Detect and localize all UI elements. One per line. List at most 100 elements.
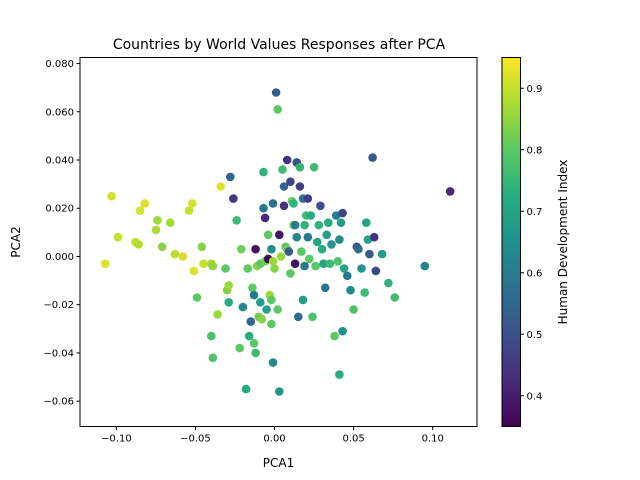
data-point: [246, 317, 256, 326]
data-point: [267, 244, 276, 254]
data-point: [333, 257, 343, 266]
data-point: [235, 343, 244, 353]
data-point: [357, 264, 366, 273]
colorbar-tick-label: 0.4: [527, 391, 543, 402]
data-point: [255, 298, 265, 307]
data-point: [324, 218, 333, 227]
data-point: [135, 206, 145, 215]
data-point: [263, 230, 273, 240]
data-point: [199, 259, 208, 269]
data-point: [295, 182, 305, 191]
data-point: [290, 259, 300, 269]
data-point: [189, 266, 199, 276]
data-point: [251, 348, 260, 358]
data-point: [278, 165, 287, 174]
y-tick-label: −0.06: [43, 397, 74, 408]
y-tick-label: 0.060: [45, 107, 74, 118]
data-point: [184, 206, 194, 215]
data-point: [282, 155, 292, 165]
data-point: [249, 290, 259, 300]
data-point: [305, 254, 314, 264]
data-point: [309, 162, 319, 172]
y-tick-label: 0.000: [45, 252, 74, 263]
data-point: [267, 295, 276, 305]
data-point: [290, 220, 300, 230]
data-point: [294, 312, 303, 322]
y-axis-label: PCA2: [9, 226, 23, 257]
colorbar-tick-label: 0.8: [527, 145, 543, 156]
data-point: [325, 259, 335, 269]
data-point: [335, 235, 344, 244]
data-point: [224, 298, 233, 307]
data-point: [273, 305, 283, 314]
data-point: [244, 331, 254, 341]
data-point: [259, 203, 268, 213]
data-point: [226, 172, 235, 182]
data-point: [316, 201, 325, 211]
data-point: [207, 331, 216, 341]
data-point: [300, 261, 309, 271]
data-point: [101, 259, 110, 269]
data-point: [327, 240, 336, 249]
data-point: [322, 230, 332, 240]
data-point: [151, 225, 161, 235]
data-point: [262, 305, 271, 314]
data-point: [300, 220, 309, 230]
data-point: [306, 211, 316, 220]
colorbar-tick-label: 0.9: [527, 84, 543, 95]
data-point: [314, 220, 324, 230]
data-point: [279, 182, 289, 191]
data-point: [368, 153, 377, 162]
colorbar-tick-label: 0.5: [527, 330, 543, 341]
data-point: [237, 244, 246, 254]
y-tick-label: 0.020: [45, 204, 74, 215]
data-point: [336, 218, 346, 227]
data-point: [295, 162, 305, 172]
data-point: [311, 261, 321, 271]
data-point: [289, 199, 298, 208]
data-point: [178, 252, 188, 261]
data-point: [279, 201, 289, 211]
data-point: [153, 216, 162, 225]
data-point: [297, 247, 306, 256]
data-point: [243, 264, 252, 273]
x-tick-label: −0.05: [180, 434, 211, 445]
data-point: [238, 302, 248, 312]
data-point: [241, 384, 251, 394]
data-point: [338, 208, 347, 218]
x-tick-label: −0.10: [101, 434, 132, 445]
data-point: [298, 295, 308, 305]
data-point: [445, 187, 455, 196]
data-point: [229, 194, 238, 203]
data-point: [303, 194, 313, 203]
colorbar-tick-label: 0.6: [527, 268, 543, 279]
data-point: [113, 232, 123, 242]
data-point: [248, 283, 257, 293]
data-point: [275, 230, 284, 240]
data-point: [349, 305, 358, 314]
colorbar-tick-label: 0.7: [527, 207, 543, 218]
data-point: [377, 249, 387, 259]
data-point: [192, 293, 202, 302]
x-axis: −0.10 −0.05 0.00 0.05 0.10: [101, 426, 444, 445]
data-point: [249, 339, 259, 348]
data-point: [354, 244, 363, 254]
data-point: [335, 370, 344, 379]
data-point: [362, 218, 371, 227]
data-point: [313, 237, 322, 247]
data-point: [213, 310, 222, 319]
data-point: [270, 264, 279, 273]
data-point: [260, 213, 270, 223]
data-point: [208, 353, 218, 363]
data-point: [292, 232, 302, 242]
data-point: [276, 252, 286, 261]
y-tick-label: 0.080: [45, 59, 74, 70]
data-point: [157, 242, 167, 252]
data-point: [339, 264, 349, 273]
data-point: [420, 261, 430, 271]
data-point: [384, 278, 393, 288]
data-point: [320, 283, 330, 293]
y-tick-label: −0.02: [43, 300, 74, 311]
data-point: [268, 358, 278, 367]
data-point: [268, 199, 278, 208]
